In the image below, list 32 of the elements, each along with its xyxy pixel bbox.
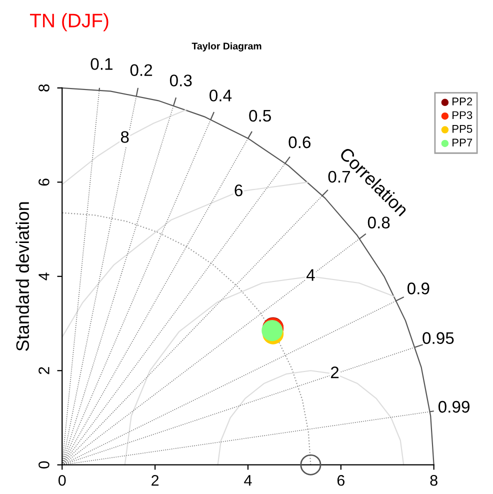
chart-subtitle: Taylor Diagram: [192, 42, 262, 52]
legend-label: PP3: [452, 111, 472, 120]
chart-title: TN (DJF): [30, 13, 108, 32]
y-tick-label: 2: [38, 367, 50, 374]
annotation: 0.9: [407, 282, 430, 294]
y-tick-label: 8: [38, 84, 50, 92]
annotation: 0.5: [249, 110, 271, 122]
y-tick-label: 6: [38, 178, 50, 186]
x-tick-label: 8: [430, 474, 438, 486]
annotation: 0.6: [288, 136, 310, 148]
y-tick-label: 4: [38, 272, 50, 280]
point: [300, 454, 322, 476]
y-axis-title: Standard deviation: [16, 202, 30, 351]
annotation: 0.8: [368, 216, 390, 228]
legend-label: PP5: [452, 125, 472, 133]
text: 0.99: [438, 400, 470, 413]
line-series: [62, 109, 188, 186]
text: 0.2: [130, 64, 152, 76]
annotation: 0.4: [210, 90, 232, 102]
legend-label: PP7: [452, 138, 472, 146]
legend-label: PP2: [452, 98, 472, 106]
text: 0.3: [170, 74, 192, 86]
annotation: 0.95: [422, 332, 454, 344]
annotation: 6: [234, 184, 242, 196]
x-tick-label: 2: [152, 474, 159, 486]
x-tick-label: 0: [58, 474, 66, 486]
x-tick-label: 6: [337, 474, 344, 486]
x-tick-label: 4: [244, 475, 252, 486]
annotation: 4: [306, 269, 315, 281]
text: 0.1: [90, 58, 112, 70]
line-series: [62, 182, 308, 338]
y-tick-label: 0: [38, 461, 50, 469]
